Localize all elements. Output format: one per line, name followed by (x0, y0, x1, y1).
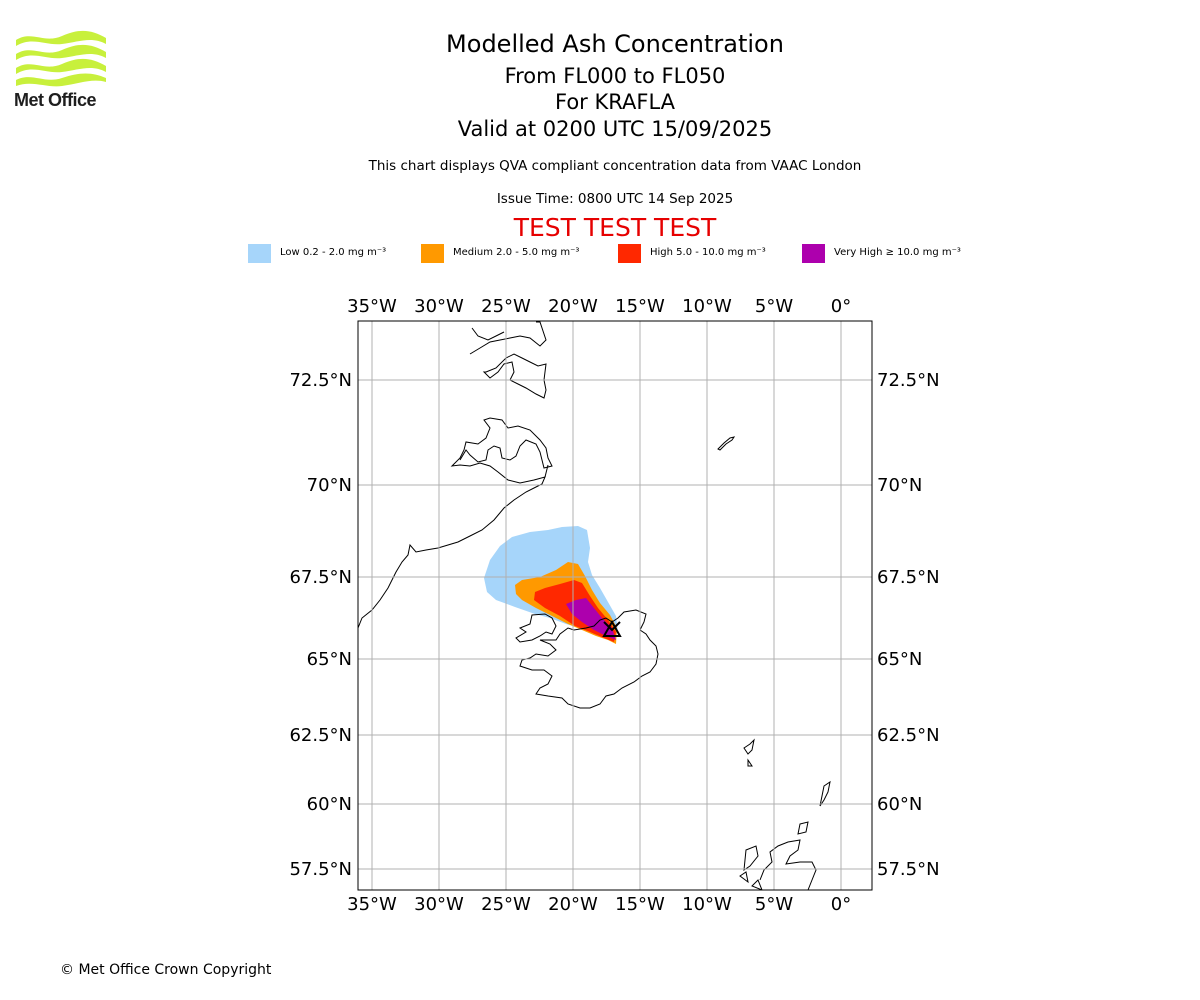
legend-label-very-high: Very High ≥ 10.0 mg m⁻³ (834, 247, 961, 258)
lat-tick-label: 62.5°N (289, 725, 352, 746)
chart-title: Modelled Ash Concentration (446, 30, 784, 58)
legend-swatch-high (618, 244, 641, 263)
lon-tick-label: 25°W (481, 296, 531, 317)
lon-tick-label: 35°W (347, 296, 397, 317)
legend-swatch-medium (421, 244, 444, 263)
coastline-iceland (515, 609, 659, 709)
logo-waves-icon (16, 30, 106, 87)
copyright: © Met Office Crown Copyright (60, 962, 272, 978)
coastline-jan-mayen (717, 436, 736, 451)
gridlines (358, 321, 872, 890)
legend-swatch-very-high (802, 244, 825, 263)
lon-tick-label: 10°W (682, 296, 732, 317)
lat-tick-label: 57.5°N (289, 859, 352, 880)
logo-text: Met Office (14, 90, 97, 110)
lon-tick-label: 5°W (755, 296, 793, 317)
lon-tick-label: 30°W (414, 894, 464, 915)
ash-very-high-area (566, 598, 616, 640)
lon-tick-label: 20°W (548, 296, 598, 317)
coastline-shetland (797, 780, 831, 835)
lat-labels-left: 72.5°N 70°N 67.5°N 65°N 62.5°N 60°N 57.5… (289, 370, 352, 880)
lon-labels-top: 35°W 30°W 25°W 20°W 15°W 10°W 5°W 0° (347, 296, 851, 317)
lat-tick-label: 67.5°N (877, 567, 940, 588)
lat-tick-label: 60°N (877, 794, 922, 815)
lon-tick-label: 35°W (347, 894, 397, 915)
issue-time: Issue Time: 0800 UTC 14 Sep 2025 (496, 191, 734, 207)
lat-labels-right: 72.5°N 70°N 67.5°N 65°N 62.5°N 60°N 57.5… (877, 370, 940, 880)
lon-tick-label: 20°W (548, 894, 598, 915)
lon-tick-label: 25°W (481, 894, 531, 915)
chart-description: This chart displays QVA compliant concen… (368, 158, 862, 174)
lon-tick-label: 15°W (615, 296, 665, 317)
lon-tick-label: 10°W (682, 894, 732, 915)
legend-label-low: Low 0.2 - 2.0 mg m⁻³ (280, 247, 387, 258)
volcano-name: For KRAFLA (555, 90, 675, 114)
lat-tick-label: 65°N (877, 649, 922, 670)
lat-tick-label: 60°N (307, 794, 352, 815)
flight-levels: From FL000 to FL050 (504, 64, 726, 88)
lat-tick-label: 70°N (307, 475, 352, 496)
map-background (358, 321, 872, 890)
lon-labels-bottom: 35°W 30°W 25°W 20°W 15°W 10°W 5°W 0° (347, 894, 851, 915)
lon-tick-label: 5°W (755, 894, 793, 915)
test-banner: TEST TEST TEST (513, 213, 717, 242)
map-frame (357, 320, 873, 891)
coastline-faroe (743, 738, 755, 767)
lon-tick-label: 0° (831, 296, 851, 317)
lon-tick-label: 15°W (615, 894, 665, 915)
lat-tick-label: 72.5°N (877, 370, 940, 391)
lat-tick-label: 70°N (877, 475, 922, 496)
volcano-marker (602, 619, 622, 637)
legend-label-high: High 5.0 - 10.0 mg m⁻³ (650, 247, 766, 258)
lat-tick-label: 57.5°N (877, 859, 940, 880)
lon-tick-label: 30°W (414, 296, 464, 317)
valid-time: Valid at 0200 UTC 15/09/2025 (457, 117, 773, 141)
lat-tick-label: 65°N (307, 649, 352, 670)
lon-tick-label: 0° (831, 894, 851, 915)
legend-label-medium: Medium 2.0 - 5.0 mg m⁻³ (453, 247, 580, 258)
lat-tick-label: 67.5°N (289, 567, 352, 588)
met-office-logo: Met Office (14, 30, 108, 112)
coastline-scotland (739, 839, 817, 890)
coastlines (358, 321, 831, 890)
lat-tick-label: 62.5°N (877, 725, 940, 746)
lat-tick-label: 72.5°N (289, 370, 352, 391)
coastline-greenland (358, 321, 553, 629)
legend-swatch-low (248, 244, 271, 263)
